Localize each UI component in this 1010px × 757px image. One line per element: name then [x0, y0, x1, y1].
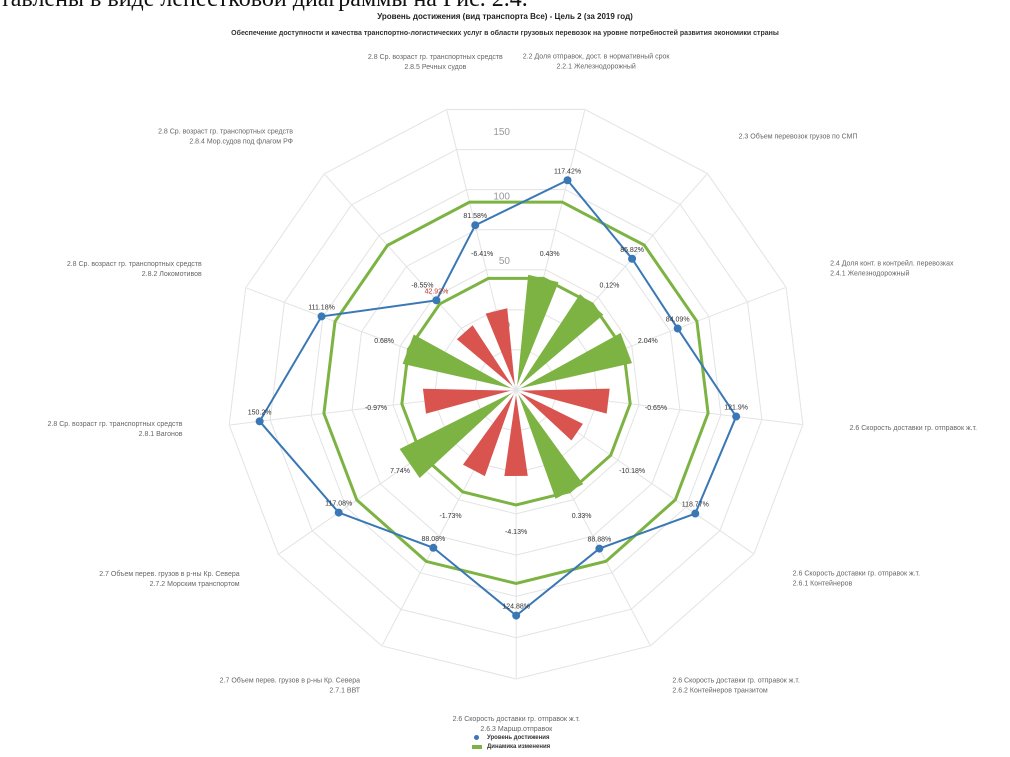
radial-tick-label: 50	[499, 256, 511, 267]
category-label: 2.8.4 Мор.судов под флагом РФ	[189, 139, 293, 146]
category-label: 2.8 Ср. возраст гр. транспортных средств	[48, 421, 183, 428]
achievement-line	[258, 179, 738, 617]
dynamics-data-label: 7.74%	[390, 468, 410, 475]
category-label: 2.2.1 Железнодорожный	[556, 63, 635, 71]
category-label: 2.7.2 Морским транспортом	[150, 581, 240, 588]
dynamics-ring	[400, 276, 632, 507]
category-label: 2.6 Скорость доставки гр. отправок ж.т.	[850, 425, 977, 432]
dynamics-bar	[504, 395, 528, 476]
grid-ring	[228, 108, 804, 680]
category-label: 2.6 Скорость доставки гр. отправок ж.т.	[453, 716, 580, 723]
dynamics-data-label: 0.43%	[540, 251, 560, 258]
achievement-data-label: 150.2%	[248, 409, 272, 416]
dynamics-data-label: -0.97%	[365, 405, 387, 412]
dynamics-data-label: -10.18%	[619, 468, 645, 475]
chart-subtitle: Обеспечение доступности и качества транс…	[231, 30, 779, 37]
dynamics-data-label: -4.13%	[505, 529, 527, 536]
dynamics-bar	[517, 274, 559, 385]
achievement-data-label: 124.88%	[502, 604, 530, 611]
achievement-point	[673, 324, 682, 333]
category-label: 2.7 Объем перев. грузов в р-ны Кр. Север…	[99, 570, 240, 578]
achievement-point	[432, 296, 441, 305]
legend-item-dynamics[interactable]: Динамика изменения	[472, 742, 550, 751]
achievement-data-label: 117.42%	[554, 168, 581, 175]
dynamics-bar	[462, 395, 514, 477]
category-label: 2.6.2 Контейнеров транзитом	[672, 686, 767, 694]
legend-label: Динамика изменения	[487, 743, 551, 750]
category-label: 2.2 Доля отправок, дост. в нормативный с…	[523, 53, 671, 61]
dynamics-data-label: 0.68%	[374, 338, 394, 345]
dynamics-bar	[456, 325, 513, 386]
radial-tick-label: 100	[493, 192, 510, 203]
category-label: 2.7 Объем перев. грузов в р-ны Кр. Север…	[220, 677, 361, 685]
category-label: 2.8 Ср. возраст гр. транспортных средств	[158, 129, 293, 136]
dynamics-bar	[399, 393, 512, 479]
dynamics-bar	[485, 308, 515, 385]
dynamics-data-label: -0.65%	[645, 405, 667, 412]
dynamics-data-label: -8.55%	[411, 283, 433, 290]
dynamics-data-label: -6.41%	[471, 251, 493, 258]
achievement-point	[255, 417, 264, 426]
category-label: 2.8 Ср. возраст гр. транспортных средств	[67, 261, 202, 268]
chart-title: Уровень достижения (вид транспорта Все) …	[377, 12, 633, 21]
dynamics-bar	[518, 395, 584, 499]
category-label: 2.3 Объем перевозок грузов по СМП	[739, 132, 858, 140]
category-label: 2.6 Скорость доставки гр. отправок ж.т.	[793, 571, 920, 578]
achievement-point	[732, 412, 741, 421]
category-label: 2.8.5 Речных судов	[404, 64, 466, 71]
achievement-point	[471, 221, 480, 230]
category-label: 2.6 Скорость доставки гр. отправок ж.т.	[672, 677, 799, 684]
achievement-point	[691, 509, 700, 518]
category-label: 2.8 Ср. возраст гр. транспортных средств	[368, 54, 503, 61]
achievement-data-label: 84.09%	[666, 317, 690, 324]
legend-bar-icon	[472, 744, 482, 749]
category-label: 2.7.1 ВВТ	[329, 688, 360, 695]
achievement-point	[317, 312, 326, 321]
achievement-data-label: 88.08%	[421, 536, 445, 543]
dynamics-bar	[519, 294, 604, 386]
achievement-point	[563, 176, 572, 185]
dynamics-data-label: 2.04%	[638, 338, 658, 345]
achievement-point	[512, 611, 521, 620]
grid-ring	[392, 269, 640, 515]
dynamics-data-label: 0.33%	[572, 513, 592, 520]
category-label: 2.8.2 Локомотивов	[142, 271, 202, 278]
achievement-data-label: 81.58%	[463, 213, 487, 220]
grid-ring	[310, 189, 722, 597]
category-label: 2.8.1 Вагонов	[139, 431, 183, 438]
achievement-point	[429, 543, 438, 552]
page-text-top: тавлены в виде лепестковой диаграммы на …	[0, 0, 528, 13]
category-label: 2.6.1 Контейнеров	[793, 580, 853, 588]
dynamics-bar	[402, 334, 511, 388]
dynamics-data-label: 0.12%	[599, 282, 619, 289]
grid-ring	[269, 148, 763, 639]
radial-tick-label: 150	[493, 127, 510, 138]
legend-dot-icon	[474, 735, 479, 740]
chart-legend: Уровень достижения Динамика изменения	[472, 733, 550, 751]
dynamics-bar	[521, 388, 610, 414]
grid-ring	[351, 229, 681, 556]
achievement-point	[334, 508, 343, 517]
achievement-data-label: 111.18%	[308, 304, 335, 311]
achievement-data-label: 42.92%	[425, 288, 449, 295]
achievement-data-label: 121.9%	[724, 405, 748, 412]
achievement-point	[628, 254, 637, 263]
achievement-data-label: 85.82%	[620, 247, 644, 254]
achievement-point	[595, 544, 604, 553]
dynamics-bar	[422, 388, 511, 414]
achievement-data-label: 118.77%	[682, 502, 709, 509]
legend-label: Уровень достижения	[487, 734, 550, 741]
dynamics-bar	[520, 393, 583, 441]
category-label: 2.4 Доля конт. в контрейл. перевозках	[830, 260, 954, 268]
category-label: 2.4.1 Железнодорожный	[830, 270, 909, 278]
dynamics-bar	[521, 333, 632, 388]
legend-item-achievement[interactable]: Уровень достижения	[472, 733, 550, 742]
achievement-data-label: 88.88%	[588, 537, 612, 544]
dynamics-data-label: -1.73%	[439, 513, 461, 520]
category-label: 2.6.3 Маршр.отправок	[480, 726, 553, 733]
target-polygon	[322, 200, 710, 586]
achievement-data-label: 117.08%	[325, 501, 352, 508]
